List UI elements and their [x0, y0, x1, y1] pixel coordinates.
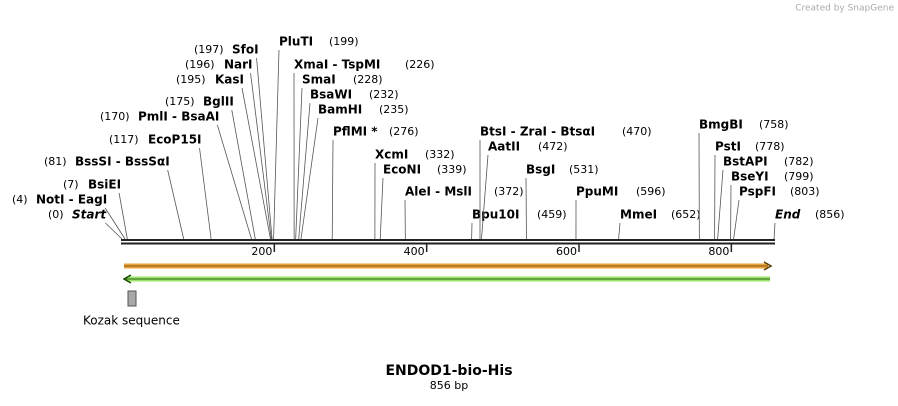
site-position: (470)	[622, 125, 652, 138]
site-name: BtsI - ZraI - BtsαI	[480, 125, 595, 139]
site-line	[718, 170, 723, 239]
site-name: BssSI - BssSαI	[75, 155, 170, 169]
ruler-label: 400	[404, 245, 425, 258]
site-name: PstI	[715, 140, 741, 154]
site-position: (197)	[194, 43, 224, 56]
length: 856 bp	[430, 379, 468, 392]
site-line	[482, 155, 488, 239]
site-name: Bpu10I	[472, 208, 519, 222]
site-position: (782)	[784, 155, 814, 168]
site-name: KasI	[215, 73, 244, 87]
site-position: (531)	[569, 163, 599, 176]
site-position: (4)	[12, 193, 28, 206]
site-position: (81)	[44, 155, 67, 168]
site-name: MmeI	[620, 208, 657, 222]
site-line	[168, 170, 184, 239]
site-name: SfoI	[232, 43, 259, 57]
site-position: (228)	[353, 73, 383, 86]
site-name: PmlI - BsaAI	[138, 110, 219, 124]
site-line	[274, 50, 279, 239]
site-position: (459)	[537, 208, 567, 221]
site-position: (758)	[759, 118, 789, 131]
site-line	[232, 110, 256, 239]
site-line	[380, 178, 383, 239]
site-position: (799)	[784, 170, 814, 183]
site-line	[105, 208, 125, 239]
site-line	[217, 125, 251, 239]
site-position: (196)	[185, 58, 215, 71]
site-name: PspFI	[739, 185, 776, 199]
site-name: NotI - EagI	[36, 193, 107, 207]
site-name: SmaI	[302, 73, 336, 87]
site-position: (235)	[379, 103, 409, 116]
site-position: (856)	[815, 208, 845, 221]
site-name: PluTI	[279, 35, 313, 49]
site-name: BseYI	[731, 170, 769, 184]
site-position: (226)	[405, 58, 435, 71]
site-name: AatII	[488, 140, 520, 154]
site-line	[200, 148, 212, 239]
site-position: (195)	[176, 73, 206, 86]
site-position: (170)	[100, 110, 130, 123]
site-position: (472)	[538, 140, 568, 153]
ruler-label: 800	[708, 245, 729, 258]
site-line	[296, 88, 302, 239]
site-line	[774, 223, 775, 239]
site-name: NarI	[224, 58, 253, 72]
feature-label: Kozak sequence	[83, 314, 180, 328]
site-position: (339)	[437, 163, 467, 176]
site-name: XmaI - TspMI	[294, 58, 380, 72]
site-name: BglII	[203, 95, 234, 109]
kozak-box	[128, 291, 136, 306]
site-name: EcoNI	[383, 163, 421, 177]
site-position: (596)	[636, 185, 666, 198]
site-position: (199)	[329, 35, 359, 48]
site-position: (652)	[671, 208, 701, 221]
site-name: XcmI	[375, 148, 408, 162]
site-line	[332, 140, 333, 239]
site-line	[619, 223, 620, 239]
site-name: EcoP15I	[148, 133, 202, 147]
site-position: (372)	[494, 185, 524, 198]
ruler-label: 600	[556, 245, 577, 258]
site-name: BstAPI	[723, 155, 768, 169]
site-name: BsiEI	[88, 178, 121, 192]
site-name: End	[775, 208, 801, 222]
site-position: (7)	[63, 178, 79, 191]
site-line	[257, 58, 272, 239]
site-position: (803)	[790, 185, 820, 198]
site-name: BsaWI	[310, 88, 352, 102]
site-line	[242, 88, 271, 239]
credit: Created by SnapGene	[795, 4, 894, 14]
site-line	[734, 200, 739, 239]
site-name: AleI - MslI	[405, 185, 472, 199]
site-position: (332)	[425, 148, 455, 161]
site-line	[251, 73, 272, 239]
site-position: (232)	[369, 88, 399, 101]
title: ENDOD1-bio-His	[385, 363, 512, 379]
site-position: (778)	[755, 140, 785, 153]
site-position: (276)	[389, 125, 419, 138]
site-name: PflMI *	[333, 125, 378, 139]
site-name: PpuMI	[576, 185, 618, 199]
site-position: (175)	[165, 95, 195, 108]
site-position: (0)	[48, 208, 64, 221]
site-name: BsgI	[526, 163, 555, 177]
site-name: Start	[72, 208, 107, 222]
site-name: BmgBI	[699, 118, 743, 132]
site-name: BamHI	[318, 103, 362, 117]
ruler-label: 200	[251, 245, 272, 258]
site-position: (117)	[109, 133, 139, 146]
